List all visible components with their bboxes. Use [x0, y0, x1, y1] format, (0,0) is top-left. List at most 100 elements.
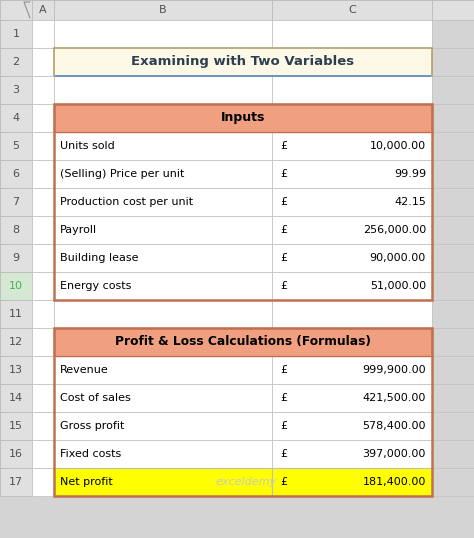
Text: Revenue: Revenue: [60, 365, 109, 375]
Text: 15: 15: [9, 421, 23, 431]
Bar: [32, 328, 54, 356]
Text: Gross profit: Gross profit: [60, 421, 124, 431]
Text: Examining with Two Variables: Examining with Two Variables: [131, 55, 355, 68]
Bar: [54, 48, 272, 76]
Bar: [432, 412, 474, 440]
Text: Profit & Loss Calculations (Formulas): Profit & Loss Calculations (Formulas): [115, 336, 371, 349]
Bar: [54, 272, 272, 300]
Bar: [54, 104, 272, 132]
Text: 181,400.00: 181,400.00: [363, 477, 426, 487]
Text: Units sold: Units sold: [60, 141, 115, 151]
Bar: [54, 104, 432, 300]
Bar: [272, 132, 432, 160]
Text: 4: 4: [12, 113, 19, 123]
Bar: [272, 20, 432, 48]
Text: 8: 8: [12, 225, 19, 235]
Bar: [0, 104, 32, 132]
Text: 7: 7: [12, 197, 19, 207]
Text: £: £: [280, 225, 287, 235]
Bar: [272, 468, 432, 496]
Bar: [54, 300, 272, 328]
Bar: [54, 328, 432, 356]
Text: exceldemy: exceldemy: [216, 477, 277, 487]
Bar: [32, 440, 54, 468]
Text: Fixed costs: Fixed costs: [60, 449, 121, 459]
Bar: [272, 468, 432, 496]
Bar: [432, 356, 474, 384]
Bar: [32, 412, 54, 440]
Bar: [272, 188, 432, 216]
Bar: [54, 216, 272, 244]
Bar: [0, 160, 32, 188]
Bar: [432, 300, 474, 328]
Bar: [32, 0, 54, 20]
Text: (Selling) Price per unit: (Selling) Price per unit: [60, 169, 184, 179]
Bar: [32, 76, 54, 104]
Bar: [54, 76, 272, 104]
Bar: [32, 244, 54, 272]
Bar: [0, 244, 32, 272]
Bar: [432, 48, 474, 76]
Bar: [0, 48, 32, 76]
Bar: [432, 440, 474, 468]
Text: £: £: [280, 253, 287, 263]
Text: 10: 10: [9, 281, 23, 291]
Bar: [54, 160, 272, 188]
Bar: [54, 48, 432, 76]
Bar: [432, 244, 474, 272]
Text: Net profit: Net profit: [60, 477, 113, 487]
Bar: [272, 216, 432, 244]
Bar: [32, 300, 54, 328]
Text: 16: 16: [9, 449, 23, 459]
Text: 999,900.00: 999,900.00: [363, 365, 426, 375]
Text: 99.99: 99.99: [394, 169, 426, 179]
Bar: [272, 300, 432, 328]
Text: Cost of sales: Cost of sales: [60, 393, 131, 403]
Text: £: £: [280, 365, 287, 375]
Text: Building lease: Building lease: [60, 253, 138, 263]
Bar: [272, 244, 432, 272]
Bar: [0, 356, 32, 384]
Bar: [432, 468, 474, 496]
Text: 421,500.00: 421,500.00: [363, 393, 426, 403]
Bar: [54, 188, 272, 216]
Text: 42.15: 42.15: [394, 197, 426, 207]
Text: 2: 2: [12, 57, 19, 67]
Bar: [272, 104, 432, 132]
Bar: [0, 188, 32, 216]
Text: B: B: [159, 5, 167, 15]
Bar: [32, 272, 54, 300]
Text: 12: 12: [9, 337, 23, 347]
Text: 5: 5: [12, 141, 19, 151]
Text: 1: 1: [12, 29, 19, 39]
Bar: [432, 272, 474, 300]
Bar: [0, 76, 32, 104]
Bar: [32, 20, 54, 48]
Bar: [0, 132, 32, 160]
Bar: [54, 20, 272, 48]
Bar: [0, 20, 32, 48]
Text: 10,000.00: 10,000.00: [370, 141, 426, 151]
Bar: [272, 76, 432, 104]
Text: 17: 17: [9, 477, 23, 487]
Bar: [272, 440, 432, 468]
Text: £: £: [280, 141, 287, 151]
Text: 397,000.00: 397,000.00: [363, 449, 426, 459]
Bar: [54, 0, 272, 20]
Bar: [432, 0, 474, 20]
Text: Production cost per unit: Production cost per unit: [60, 197, 193, 207]
Bar: [32, 104, 54, 132]
Bar: [54, 356, 272, 384]
Text: Energy costs: Energy costs: [60, 281, 131, 291]
Bar: [0, 468, 32, 496]
Bar: [432, 384, 474, 412]
Text: 3: 3: [12, 85, 19, 95]
Bar: [54, 328, 432, 496]
Bar: [32, 356, 54, 384]
Bar: [0, 384, 32, 412]
Text: 11: 11: [9, 309, 23, 319]
Bar: [0, 272, 32, 300]
Text: A: A: [39, 5, 47, 15]
Text: £: £: [280, 421, 287, 431]
Bar: [272, 356, 432, 384]
